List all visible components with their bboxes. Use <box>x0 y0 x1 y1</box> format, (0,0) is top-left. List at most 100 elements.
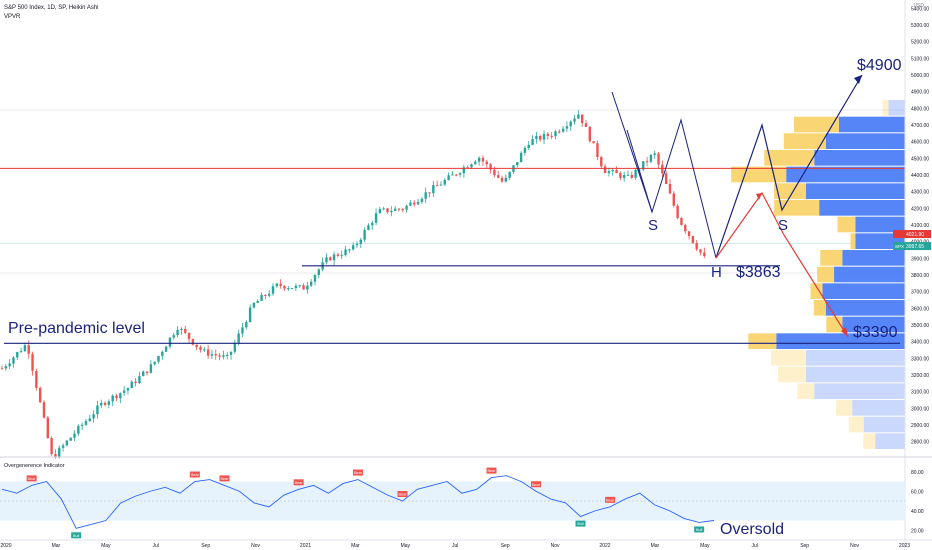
candle-body <box>390 210 393 213</box>
candle-body <box>4 366 8 369</box>
candle-body <box>596 143 599 158</box>
time-tick-label: 2021 <box>300 543 311 549</box>
candle-body <box>645 161 649 163</box>
oversold-label: Oversold <box>720 521 784 538</box>
candle-body <box>157 355 160 362</box>
candle-body <box>329 257 332 261</box>
candle-body <box>527 144 530 149</box>
candle-body <box>195 344 198 347</box>
candle-body <box>271 286 275 294</box>
bear-marker <box>486 467 497 474</box>
price-tick-label: 4100.00 <box>911 223 929 229</box>
candle-body <box>332 254 336 261</box>
price-tick-label: 3400.00 <box>911 340 929 346</box>
candle-body <box>477 157 481 162</box>
bear-marker <box>189 471 200 478</box>
currency-label: USD <box>913 3 924 9</box>
candle-body <box>65 440 69 446</box>
candle-body <box>539 136 542 140</box>
candle-body <box>275 283 279 287</box>
time-tick-label: Jul <box>452 543 458 549</box>
candle-body <box>241 327 244 334</box>
time-tick-label: Jul <box>752 543 758 549</box>
vp-up-bar <box>848 416 864 433</box>
candle-body <box>61 445 65 448</box>
bear-marker-label: Bear <box>487 469 496 473</box>
vp-up-bar <box>813 300 826 316</box>
candle-body <box>92 414 95 419</box>
candle-body <box>401 209 404 211</box>
vp-down-bar <box>786 166 905 183</box>
vp-up-bar <box>797 383 815 399</box>
candle-body <box>168 337 172 347</box>
candle-body <box>130 381 133 389</box>
candle-body <box>172 335 175 338</box>
candle-body <box>187 332 191 340</box>
candle-body <box>84 421 88 425</box>
candle-body <box>206 349 210 356</box>
candle-body <box>703 252 706 257</box>
candle-body <box>386 208 389 213</box>
candle-body <box>600 157 603 167</box>
bear-marker-label: Bear <box>28 477 37 481</box>
bear-marker <box>531 481 541 488</box>
candle-body <box>504 177 508 182</box>
time-tick-label: May <box>401 543 411 549</box>
candle-body <box>290 288 294 290</box>
price-tick-label: 4800.00 <box>911 106 929 112</box>
candle-body <box>455 174 458 176</box>
candle-body <box>153 361 156 365</box>
candle-body <box>23 345 27 352</box>
bear-marker-label: Bear <box>191 473 200 477</box>
candle-body <box>38 387 42 403</box>
vp-down-bar <box>855 233 905 249</box>
bear-marker <box>26 475 37 482</box>
candle-body <box>634 169 637 178</box>
target-up-label: $4900 <box>857 57 902 74</box>
vp-up-bar <box>837 216 856 233</box>
candle-body <box>680 217 683 226</box>
candle-body <box>107 401 111 405</box>
price-tick-label: 4600.00 <box>911 140 929 146</box>
bull-marker-label: Bull <box>696 528 702 532</box>
vp-down-bar <box>855 216 905 233</box>
candle-body <box>302 285 305 290</box>
candle-body <box>439 184 443 186</box>
candle-body <box>359 239 363 244</box>
vp-down-bar <box>825 133 905 149</box>
candle-body <box>35 370 38 388</box>
right-shoulder-label: S <box>778 217 788 234</box>
time-tick-label: Nov <box>251 543 260 549</box>
candle-body <box>88 418 91 422</box>
candle-body <box>546 133 550 136</box>
candle-body <box>664 173 668 184</box>
candle-body <box>374 213 378 223</box>
candle-body <box>424 192 427 199</box>
time-tick-label: Nov <box>850 543 859 549</box>
candle-body <box>267 293 271 296</box>
candle-body <box>264 294 267 296</box>
candle-body <box>523 148 527 153</box>
candle-body <box>554 131 557 137</box>
candle-body <box>298 285 301 287</box>
candle-body <box>184 328 187 333</box>
vp-up-bar <box>771 350 806 366</box>
vp-down-bar <box>819 200 905 216</box>
vp-up-bar <box>836 400 853 416</box>
osc-line <box>1 475 715 529</box>
bull-marker-label: Bull <box>577 522 583 526</box>
price-tick-label: 5200.00 <box>911 40 929 46</box>
candle-body <box>561 128 565 132</box>
candle-body <box>611 169 614 172</box>
candle-body <box>77 425 80 434</box>
vp-up-bar <box>748 333 777 349</box>
time-tick-label: 2022 <box>599 543 610 549</box>
bear-marker-label: Bear <box>532 483 541 487</box>
candle-body <box>393 208 397 211</box>
price-tick-label: 5000.00 <box>911 73 929 79</box>
candle-body <box>203 349 206 351</box>
candle-body <box>695 242 698 250</box>
price-badge <box>893 242 931 251</box>
vp-up-bar <box>810 283 823 299</box>
time-tick-label: Mar <box>52 543 61 549</box>
